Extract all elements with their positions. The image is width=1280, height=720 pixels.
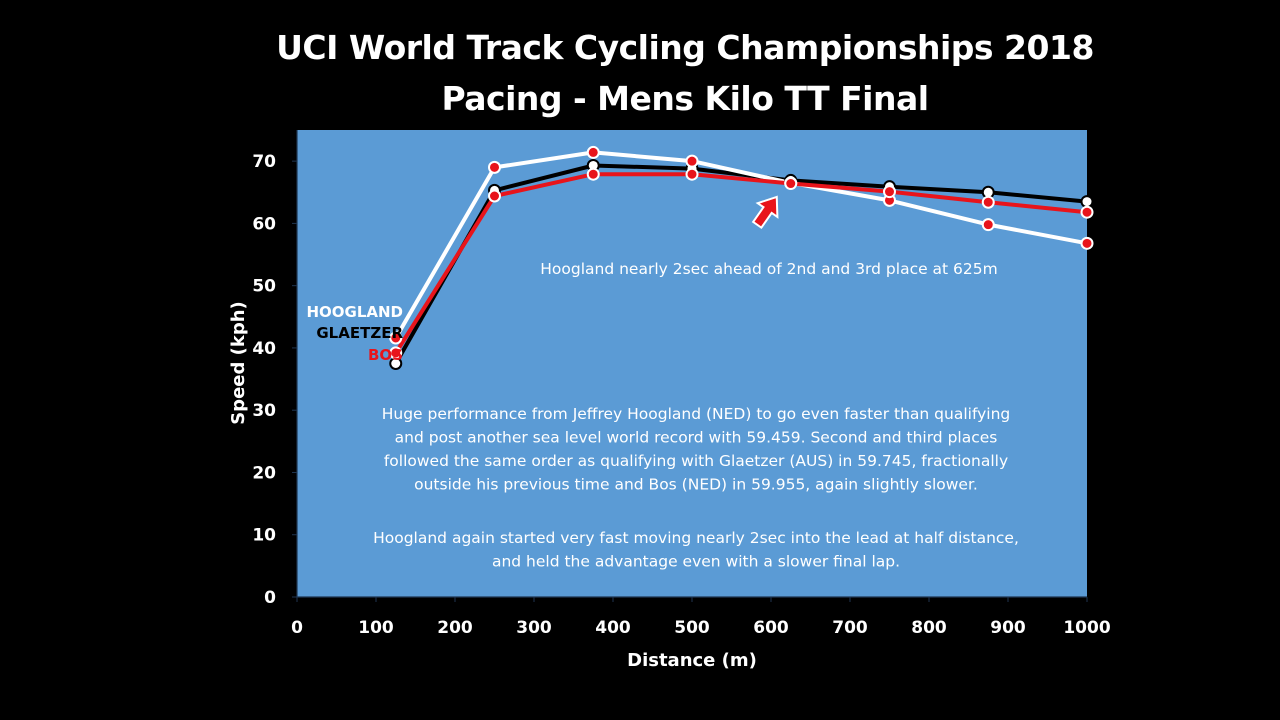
data-point-glaetzer — [1080, 195, 1094, 209]
y-axis-title: Speed (kph) — [228, 301, 249, 425]
x-tick-label: 900 — [990, 618, 1026, 638]
x-tick-label: 300 — [516, 618, 552, 638]
commentary-line: and post another sea level world record … — [395, 429, 998, 447]
data-point-hoogland — [488, 160, 501, 174]
arrow-shape — [751, 195, 779, 230]
x-tick-label: 800 — [911, 618, 947, 638]
x-tick-label: 100 — [358, 618, 394, 638]
x-tick-label: 500 — [674, 618, 710, 638]
x-tick-label: 0 — [291, 618, 303, 638]
series-line-glaetzer — [394, 163, 1088, 365]
y-tick-label: 40 — [252, 339, 276, 359]
x-tick-label: 700 — [832, 618, 868, 638]
commentary-line: followed the same order as qualifying wi… — [384, 452, 1008, 470]
y-tick-label: 0 — [264, 588, 276, 608]
annotation-625m: Hoogland nearly 2sec ahead of 2nd and 3r… — [540, 260, 998, 278]
data-point-bos — [685, 167, 699, 181]
series-line-hoogland — [394, 150, 1088, 340]
plot-area — [297, 130, 1087, 597]
legend-label-glaetzer: GLAETZER — [316, 324, 403, 342]
data-point-bos — [981, 195, 995, 209]
data-point-bos — [883, 185, 896, 199]
data-point-hoogland — [981, 218, 995, 232]
commentary-line: outside his previous time and Bos (NED) … — [414, 476, 978, 494]
commentary-line: Huge performance from Jeffrey Hoogland (… — [382, 405, 1011, 423]
commentary-line: and held the advantage even with a slowe… — [492, 553, 900, 571]
chart-title-line2: Pacing - Mens Kilo TT Final — [441, 79, 929, 118]
data-point-bos — [389, 346, 403, 360]
x-tick-label: 1000 — [1063, 618, 1110, 638]
data-point-hoogland — [685, 154, 699, 168]
x-tick-label: 600 — [753, 618, 789, 638]
legend-label-bos: BOS — [368, 346, 403, 364]
y-tick-label: 50 — [252, 277, 276, 297]
annotation-arrow — [751, 195, 779, 230]
data-point-bos — [784, 177, 798, 191]
x-tick-label: 200 — [437, 618, 473, 638]
commentary-line: Hoogland again started very fast moving … — [373, 529, 1019, 547]
chart-title-line1: UCI World Track Cycling Championships 20… — [276, 28, 1094, 67]
legend-label-hoogland: HOOGLAND — [306, 303, 403, 321]
y-tick-label: 20 — [252, 463, 276, 483]
x-tick-label: 400 — [595, 618, 631, 638]
data-point-hoogland — [586, 145, 600, 159]
series-line-bos — [394, 172, 1088, 354]
y-tick-label: 60 — [252, 214, 276, 234]
y-tick-label: 10 — [252, 526, 276, 546]
data-point-hoogland — [1080, 236, 1094, 250]
data-point-hoogland — [389, 331, 403, 345]
y-tick-label: 30 — [252, 401, 276, 421]
data-point-bos — [586, 167, 600, 181]
data-point-bos — [1080, 205, 1094, 219]
x-axis-title: Distance (m) — [627, 650, 757, 671]
data-point-bos — [488, 189, 501, 203]
y-tick-label: 70 — [252, 152, 276, 172]
